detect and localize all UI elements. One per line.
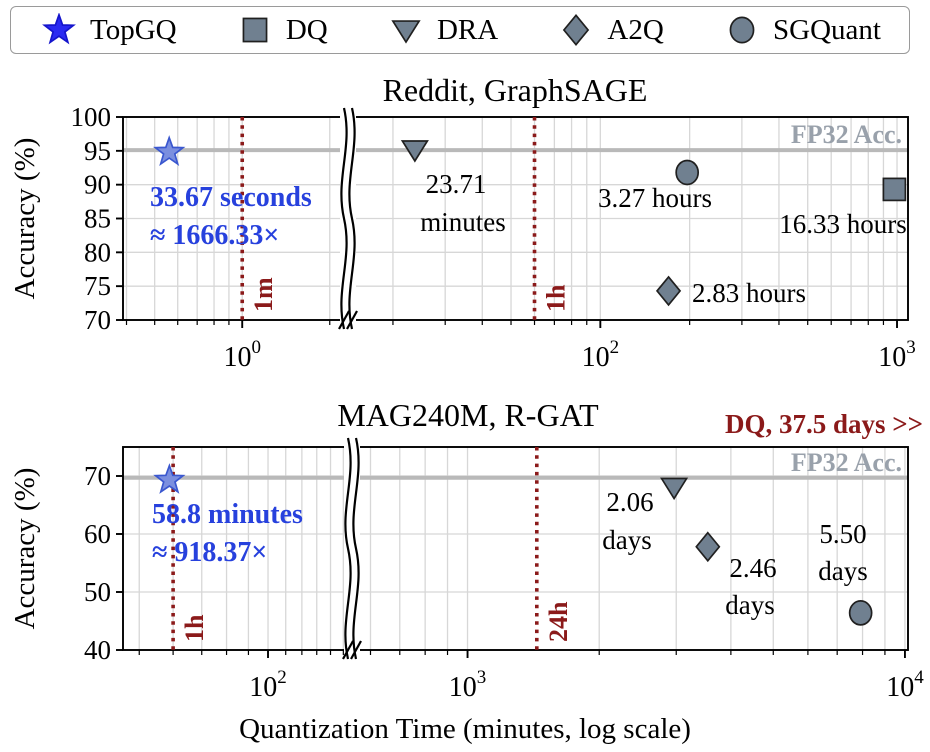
marker-a2q [655, 275, 682, 307]
threshold-label-1h: 1h [542, 284, 571, 312]
chart-mag240m: MAG240M, R-GAT DQ, 37.5 days >> 1h 24h 102 10… [9, 397, 924, 703]
marker-sgquant [848, 600, 873, 626]
y-tick-label: 80 [84, 237, 111, 267]
axis-break-wave [344, 437, 352, 660]
y-tick-label: 75 [84, 271, 111, 301]
marker-dq [882, 177, 907, 202]
y-tick-label: 95 [84, 136, 111, 166]
time-label-dra: 23.71 [426, 169, 487, 199]
marker-a2q [695, 531, 721, 563]
time-label-dq: 16.33 hours [779, 209, 907, 239]
star-icon [42, 13, 76, 45]
y-tick-label: 40 [84, 635, 111, 665]
fp32-label: FP32 Acc. [791, 448, 902, 477]
topgq-speed-note: 58.8 minutes [152, 499, 303, 530]
legend: TopGQ DQ DRA A2Q SGQuant [10, 6, 910, 54]
time-label-dra: minutes [420, 207, 506, 237]
marker-dra [400, 140, 429, 163]
y-tick-label: 90 [84, 170, 111, 200]
axis-break-slash [342, 640, 354, 660]
x-tick-label: 102 [249, 667, 287, 703]
offchart-annotation: DQ, 37.5 days >> [725, 409, 923, 439]
y-axis-title: Accuracy (%) [9, 138, 41, 300]
time-label-a2q: days [725, 590, 775, 620]
legend-item-sgquant: SGQuant [722, 13, 881, 47]
marker-sgquant [675, 159, 700, 186]
y-tick-label: 60 [84, 519, 111, 549]
fp32-label: FP32 Acc. [791, 120, 902, 149]
topgq-speed-note: ≈ 918.37× [152, 537, 267, 568]
diamond-icon [563, 13, 590, 47]
threshold-label-1m: 1m [249, 277, 278, 312]
plot-border [122, 446, 909, 651]
x-tick-label: 103 [878, 337, 916, 373]
y-tick-label: 70 [84, 305, 111, 335]
square-icon [242, 17, 268, 43]
y-tick-label: 50 [84, 577, 111, 607]
x-axis-title: Quantization Time (minutes, log scale) [239, 713, 691, 745]
topgq-speed-note: ≈ 1666.33× [150, 220, 279, 251]
triangle-down-icon [391, 20, 421, 44]
legend-marker-dq [242, 17, 268, 43]
time-label-dra: 2.06 [606, 487, 653, 517]
legend-marker-dra [391, 20, 421, 44]
legend-label: SGQuant [773, 13, 881, 46]
legend-marker-topgq [42, 13, 76, 45]
axis-break-slash [338, 310, 350, 330]
chart-title: MAG240M, R-GAT [337, 397, 599, 433]
time-label-a2q: 2.46 [729, 553, 776, 583]
y-tick-label: 100 [71, 102, 112, 132]
chart-title: Reddit, GraphSAGE [383, 72, 648, 108]
threshold-label-24h: 24h [544, 601, 573, 642]
y-tick-label: 85 [84, 204, 111, 234]
legend-label: DQ [285, 13, 328, 46]
time-label-dra: days [602, 525, 652, 555]
legend-marker-a2q [563, 13, 590, 47]
circle-icon [729, 16, 755, 44]
time-label-sgquant: 3.27 hours [598, 183, 712, 213]
x-tick-label: 103 [449, 667, 487, 703]
marker-dra [660, 477, 689, 501]
topgq-speed-note: 33.67 seconds [150, 182, 312, 213]
x-tick-label: 104 [886, 667, 924, 703]
legend-label: DRA [436, 13, 499, 46]
x-tick-label: 102 [582, 337, 620, 373]
axis-break-slash [350, 640, 362, 660]
time-label-a2q: 2.83 hours [692, 278, 806, 308]
axis-break-wave [348, 107, 356, 330]
marker-topgq [153, 463, 186, 494]
legend-item-dq: DQ [235, 13, 328, 47]
threshold-label-1h: 1h [180, 614, 209, 642]
legend-label: A2Q [607, 13, 664, 46]
marker-topgq [152, 135, 186, 166]
axis-break-wave [352, 437, 360, 660]
legend-label: TopGQ [90, 13, 177, 46]
x-tick-label: 100 [223, 337, 261, 373]
legend-item-topgq: TopGQ [39, 13, 177, 47]
time-label-sgquant: 5.50 [819, 519, 866, 549]
time-label-sgquant: days [818, 556, 868, 586]
axis-break-slash [346, 310, 358, 330]
legend-marker-sgquant [729, 16, 755, 44]
y-axis-title: Accuracy (%) [9, 468, 41, 630]
y-tick-label: 70 [84, 461, 111, 491]
legend-item-dra: DRA [386, 13, 498, 47]
axis-break-wave [340, 107, 348, 330]
legend-item-a2q: A2Q [556, 13, 664, 47]
